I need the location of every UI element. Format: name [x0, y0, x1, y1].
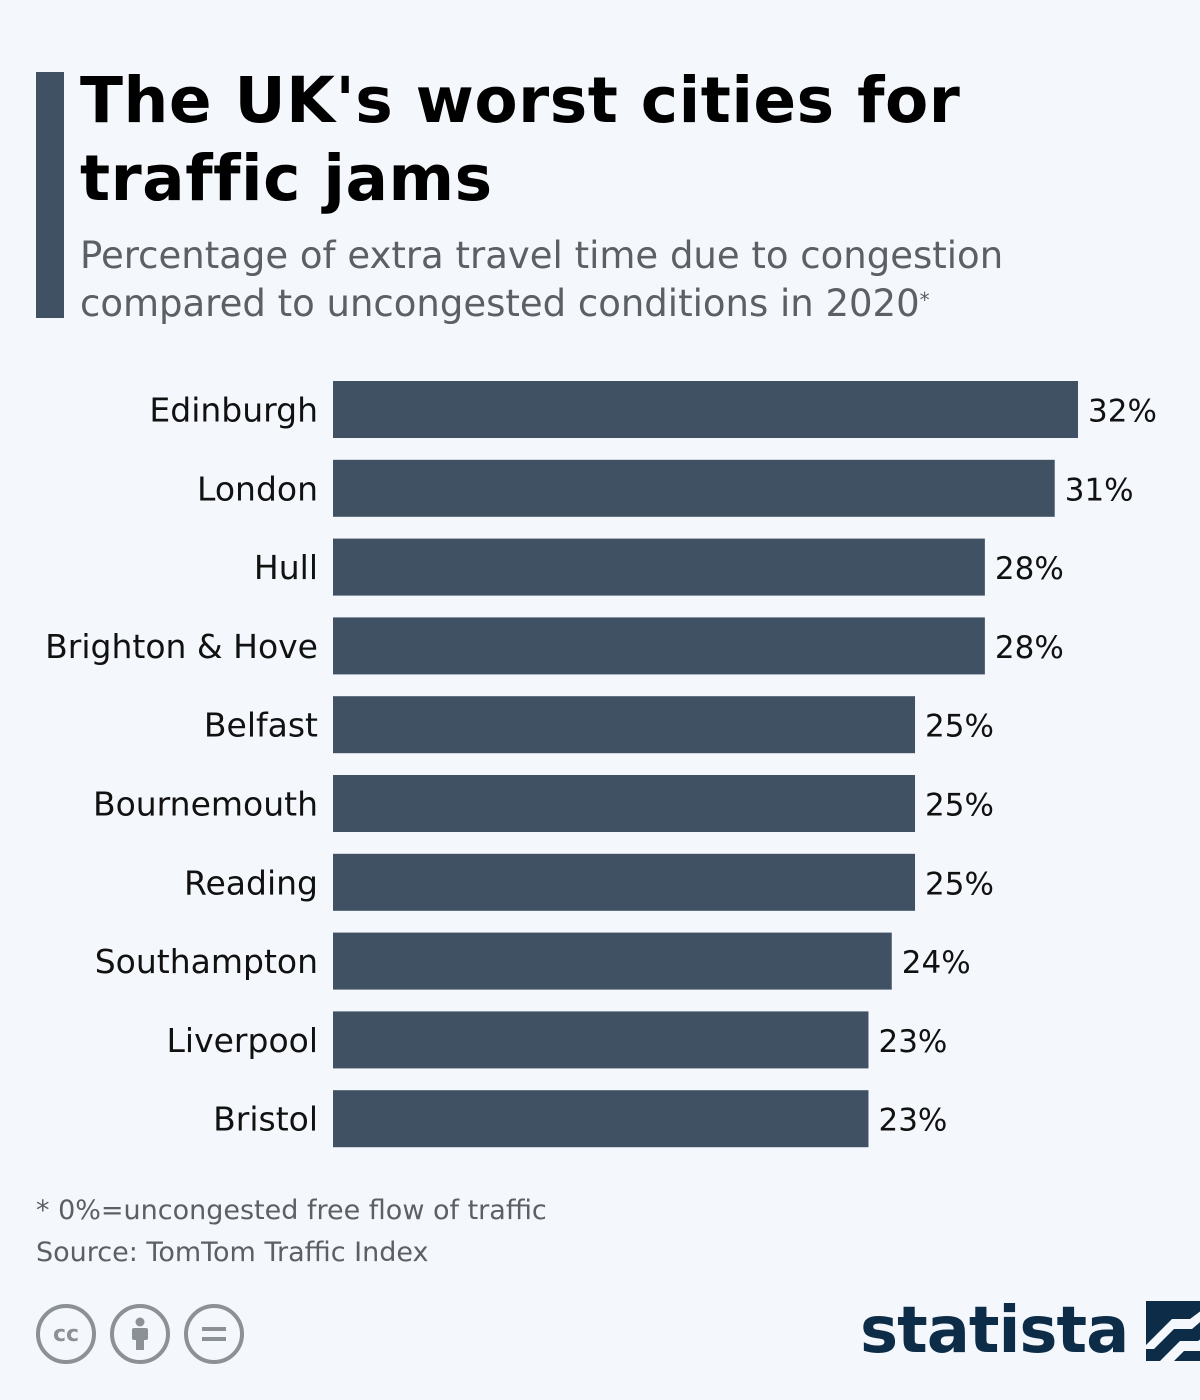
- cc-icon[interactable]: cc: [36, 1304, 96, 1364]
- bar[interactable]: [333, 1090, 869, 1148]
- bar[interactable]: [333, 459, 1055, 517]
- bar[interactable]: [333, 696, 916, 754]
- page-title: The UK's worst cities for traffic jams: [80, 64, 961, 215]
- value-label: 23%: [878, 1103, 947, 1139]
- value-label: 28%: [995, 630, 1064, 666]
- category-label: Bristol: [213, 1100, 318, 1139]
- source-text: Source: TomTom Traffic Index: [36, 1237, 429, 1268]
- value-label: 31%: [1065, 472, 1134, 508]
- bar[interactable]: [333, 538, 985, 596]
- category-label: Liverpool: [167, 1021, 318, 1060]
- bar-chart: Edinburgh 32% London 31% Hull 28% Brighton & H…: [45, 381, 1157, 1148]
- category-label: Reading: [184, 863, 318, 902]
- footnote-text: * 0%=uncongested free flow of traffic: [36, 1195, 547, 1226]
- page-subtitle: Percentage of extra travel time due to c…: [80, 232, 1160, 328]
- value-label: 32%: [1088, 394, 1157, 430]
- bar[interactable]: [333, 853, 916, 911]
- category-label: Belfast: [204, 706, 318, 745]
- bar[interactable]: [333, 775, 916, 832]
- category-label: Southampton: [95, 942, 318, 981]
- statista-mark-icon: [1146, 1301, 1200, 1361]
- value-label: 25%: [925, 866, 994, 902]
- attribution-icon[interactable]: [110, 1304, 170, 1364]
- category-label: Bournemouth: [93, 785, 318, 824]
- subtitle-text: Percentage of extra travel time due to c…: [80, 234, 1004, 325]
- license-icons: cc: [36, 1304, 244, 1364]
- bar[interactable]: [333, 1011, 869, 1069]
- value-label: 28%: [995, 551, 1064, 587]
- no-derivatives-icon[interactable]: [184, 1304, 244, 1364]
- bar[interactable]: [333, 617, 985, 675]
- title-accent-bar: [36, 72, 64, 318]
- category-label: Brighton & Hove: [45, 627, 318, 666]
- statista-logo[interactable]: statista: [860, 1296, 1200, 1366]
- value-label: 24%: [902, 945, 971, 981]
- value-label: 25%: [925, 709, 994, 745]
- value-label: 23%: [878, 1024, 947, 1060]
- subtitle-footnote-marker: *: [919, 288, 930, 312]
- bar[interactable]: [333, 381, 1078, 438]
- value-label: 25%: [925, 788, 994, 824]
- category-label: Edinburgh: [149, 391, 318, 430]
- brand-wordmark: statista: [860, 1294, 1129, 1368]
- footer: * 0%=uncongested free flow of traffic So…: [36, 1190, 547, 1274]
- category-label: London: [197, 469, 318, 508]
- bar[interactable]: [333, 932, 892, 990]
- category-label: Hull: [254, 548, 318, 587]
